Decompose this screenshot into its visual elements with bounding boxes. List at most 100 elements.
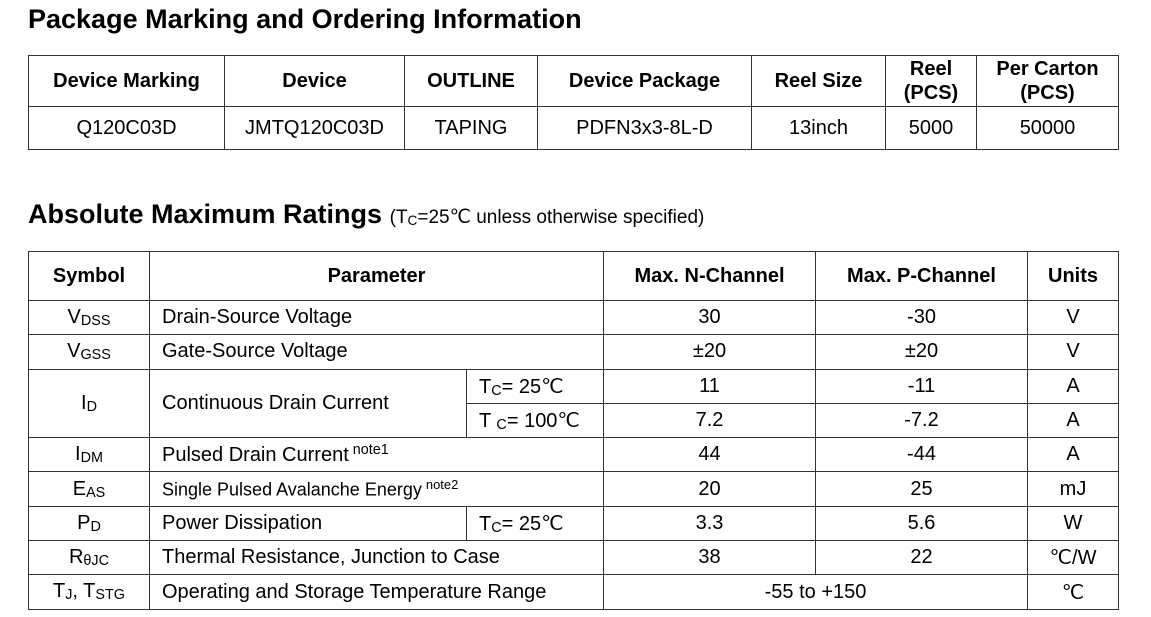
table-body: VDSS Drain-Source Voltage 30 -30 V VGSS Gate-S…: [28, 299, 1119, 610]
text: P: [77, 511, 91, 534]
column-header: Reel Size: [751, 55, 886, 107]
cell: 13inch: [751, 106, 886, 150]
condition-cell: TC= 25℃: [466, 368, 604, 404]
parameter-cell: Pulsed Drain Current note1: [149, 437, 604, 473]
column-header: Units: [1027, 251, 1119, 301]
parameter: Drain-Source Voltage: [162, 306, 353, 329]
table-body: Q120C03D JMTQ120C03D TAPING PDFN3x3-8L-D 13i…: [28, 106, 1119, 150]
value-cell: 3.3: [603, 505, 816, 542]
value-cell: 7.2: [603, 402, 816, 439]
parameter-cell: Thermal Resistance, Junction to Case: [149, 540, 604, 576]
symbol-cell: IDM: [28, 437, 150, 473]
subscript: J: [65, 587, 73, 604]
subscript: C: [491, 382, 502, 399]
column-header: Parameter: [149, 251, 604, 301]
subscript: DSS: [80, 313, 111, 330]
units-cell: V: [1027, 299, 1119, 336]
parameter: Thermal Resistance, Junction to Case: [162, 546, 500, 569]
table-row: Q120C03D JMTQ120C03D TAPING PDFN3x3-8L-D 13i…: [28, 106, 1119, 150]
condition-cell: TC= 25℃: [466, 505, 604, 542]
column-header: Per Carton (PCS): [976, 55, 1119, 107]
cell: 50000: [976, 106, 1119, 150]
cell: PDFN3x3-8L-D: [537, 106, 752, 150]
parameter-cell: Single Pulsed Avalanche Energy note2: [149, 471, 604, 507]
column-header: Reel (PCS): [885, 55, 977, 107]
condition-note: (TC=25℃ unless otherwise specified): [390, 207, 705, 228]
symbol-cell: RθJC: [28, 540, 150, 576]
symbol-cell: TJ, TSTG: [28, 574, 150, 610]
value-cell: 22: [815, 540, 1028, 576]
table-header: Device Marking Device OUTLINE Device Packag…: [28, 55, 1119, 107]
column-header: Device Marking: [28, 55, 225, 107]
parameter: Pulsed Drain Current: [162, 444, 349, 467]
text: (T: [389, 207, 408, 228]
cell: JMTQ120C03D: [224, 106, 405, 150]
text: =25℃ unless otherwise specified): [417, 207, 705, 228]
column-header: Max. P-Channel: [815, 251, 1028, 301]
header-row: Symbol Parameter Max. N-Channel Max. P-Chan…: [28, 251, 1119, 301]
table-row: TJ, TSTG Operating and Storage Temperatur…: [28, 574, 1119, 610]
subscript: STG: [95, 587, 125, 604]
parameter-cell: Operating and Storage Temperature Range: [149, 574, 604, 610]
cell: 5000: [885, 106, 977, 150]
column-header: Device Package: [537, 55, 752, 107]
text: T: [479, 409, 497, 432]
text: = 25℃: [501, 375, 564, 398]
value-cell: -55 to +150: [603, 574, 1028, 610]
table-row: VGSS Gate-Source Voltage ±20 ±20 V: [28, 334, 1119, 370]
units-cell: A: [1027, 402, 1119, 439]
table-row: IDM Pulsed Drain Current note1 44 -44 A: [28, 437, 1119, 473]
table-row: PD Power Dissipation TC= 25℃ 3.3 5.6 W: [28, 505, 1119, 542]
value-cell: -7.2: [815, 402, 1028, 439]
section-heading: Absolute Maximum Ratings (TC=25℃ unless …: [28, 199, 704, 230]
table-row: EAS Single Pulsed Avalanche Energy note2 20…: [28, 471, 1119, 507]
table-row: VDSS Drain-Source Voltage 30 -30 V: [28, 299, 1119, 336]
text: I: [75, 443, 81, 466]
symbol-cell: VDSS: [28, 299, 150, 336]
units-cell: A: [1027, 368, 1119, 404]
table-row: ID Continuous Drain Current TC= 25℃ 11 -11 A: [28, 368, 1119, 439]
subscript: C: [491, 520, 502, 536]
units-cell: V: [1027, 334, 1119, 370]
text: = 100℃: [506, 409, 580, 432]
value-cell: 5.6: [815, 505, 1028, 542]
value-cell: -11: [815, 368, 1028, 404]
text: T: [53, 580, 66, 603]
note-ref: note2: [425, 477, 459, 493]
cell: Q120C03D: [28, 106, 225, 150]
parameter: Operating and Storage Temperature Range: [162, 580, 547, 603]
parameter: Power Dissipation: [162, 511, 323, 534]
parameter: Gate-Source Voltage: [162, 340, 348, 363]
units-cell: W: [1027, 505, 1119, 542]
condition-cell: T C= 100℃: [466, 402, 604, 439]
cell: TAPING: [404, 106, 538, 150]
section-title: Absolute Maximum Ratings: [28, 199, 383, 229]
symbol-cell: PD: [28, 505, 150, 542]
value-cell: ±20: [815, 334, 1028, 370]
subscript: GSS: [80, 347, 111, 364]
value-cell: 11: [603, 368, 816, 404]
units-cell: mJ: [1027, 471, 1119, 507]
note-ref: note1: [352, 442, 389, 459]
value-cell: 20: [603, 471, 816, 507]
text: R: [68, 546, 84, 569]
parameter-cell: Power Dissipation: [149, 505, 467, 542]
subscript: D: [86, 398, 97, 415]
text: , T: [72, 580, 96, 603]
symbol-cell: ID: [28, 368, 150, 439]
units-cell: A: [1027, 437, 1119, 473]
subscript: AS: [86, 484, 106, 501]
parameter-cell: Gate-Source Voltage: [149, 334, 604, 370]
text: T: [479, 512, 492, 535]
parameter-cell: Continuous Drain Current: [149, 368, 467, 439]
symbol-cell: VGSS: [28, 334, 150, 370]
text: V: [67, 306, 81, 329]
units-cell: ℃/W: [1027, 540, 1119, 576]
section-title: Package Marking and Ordering Information: [28, 4, 582, 34]
value-cell: 30: [603, 299, 816, 336]
value-cell: ±20: [603, 334, 816, 370]
ratings-table: Symbol Parameter Max. N-Channel Max. P-Chan…: [28, 251, 1119, 610]
text: I: [81, 391, 87, 414]
value-cell: 38: [603, 540, 816, 576]
